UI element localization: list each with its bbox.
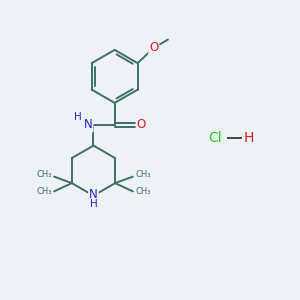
Text: H: H	[90, 199, 97, 209]
Text: CH₃: CH₃	[135, 170, 151, 179]
Text: CH₃: CH₃	[36, 170, 52, 179]
Text: O: O	[136, 118, 146, 131]
Text: N: N	[84, 118, 92, 131]
Text: H: H	[244, 131, 254, 145]
Text: O: O	[149, 41, 158, 54]
Text: H: H	[74, 112, 82, 122]
Text: CH₃: CH₃	[36, 188, 52, 196]
Text: Cl: Cl	[208, 131, 222, 145]
Text: CH₃: CH₃	[135, 188, 151, 196]
Text: N: N	[89, 188, 98, 201]
